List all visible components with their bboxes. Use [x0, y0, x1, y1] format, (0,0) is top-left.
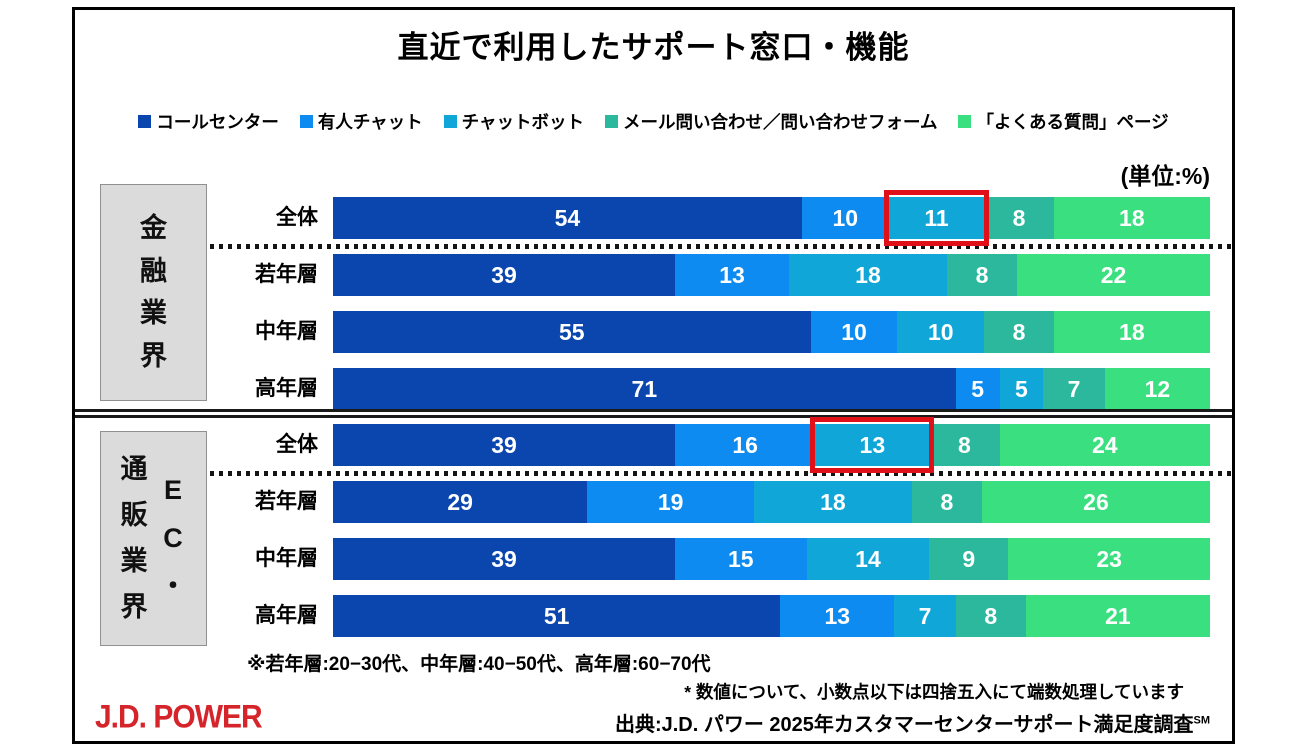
bar-segment: 10 [897, 311, 985, 353]
bar-segment: 55 [333, 311, 811, 353]
highlight-box [810, 417, 935, 473]
bar-segment: 54 [333, 197, 802, 239]
bar-segment: 8 [984, 311, 1054, 353]
legend-label: メール問い合わせ／問い合わせフォーム [623, 112, 938, 132]
stacked-bar: 39 16 13 8 24 [333, 424, 1210, 466]
legend-swatch-icon [443, 115, 457, 128]
bar-segment: 13 [815, 424, 930, 466]
bar-segment: 21 [1025, 595, 1210, 637]
rounding-note: * 数値について、小数点以下は四捨五入にて端数処理しています [684, 682, 1184, 702]
bar-segment: 18 [1053, 197, 1210, 239]
bar-row: 全体 54 10 11 8 18 [75, 190, 1210, 246]
bar-segment: 8 [955, 595, 1026, 637]
bar-segment: 29 [333, 481, 588, 523]
group-divider [75, 409, 1232, 418]
row-label: 中年層 [255, 547, 318, 570]
bar-segment: 5 [955, 368, 1000, 410]
group-label-box: 金融業界 [100, 184, 207, 401]
legend-label: 「よくある質問」ページ [976, 112, 1169, 132]
legend-swatch-icon [605, 115, 618, 128]
bar-segment: 16 [675, 424, 816, 466]
legend-label: チャットボット [461, 112, 584, 132]
row-label: 全体 [276, 433, 318, 456]
bar-segment: 22 [1017, 254, 1210, 296]
legend-swatch-icon [138, 115, 152, 128]
dotted-divider [210, 471, 1232, 476]
highlight-box [883, 190, 990, 246]
stacked-bar: 54 10 11 8 18 [333, 197, 1210, 239]
bar-segment: 7 [894, 595, 956, 637]
legend-item: チャットボット [443, 109, 584, 134]
bar-row: 中年層 39 15 14 9 23 [75, 538, 1210, 580]
stacked-bar: 51 13 7 8 21 [333, 595, 1210, 637]
service-mark: SM [1193, 714, 1211, 727]
bar-row: 全体 39 16 13 8 24 [75, 417, 1210, 473]
bar-row: 高年層 71 5 5 7 12 [75, 368, 1210, 410]
bar-segment: 39 [333, 424, 676, 466]
bar-segment: 23 [1008, 538, 1210, 580]
source-note: 出典:J.D. パワー 2025年カスタマーセンターサポート満足度調査SM [615, 708, 1210, 737]
legend-item: 有人チャット [299, 109, 423, 134]
group-label-column: E C ・ [159, 474, 187, 602]
source-text: 出典:J.D. パワー 2025年カスタマーセンターサポート満足度調査 [614, 714, 1194, 736]
bar-row: 若年層 39 13 18 8 22 [75, 254, 1210, 296]
bar-segment: 13 [675, 254, 790, 296]
legend-swatch-icon [958, 115, 972, 128]
bar-segment: 12 [1104, 368, 1210, 410]
bar-segment: 51 [333, 595, 781, 637]
bar-segment: 18 [789, 254, 947, 296]
row-label: 全体 [276, 206, 318, 229]
row-label: 高年層 [255, 604, 318, 627]
group-label-column: 金融業界 [140, 212, 167, 372]
bar-segment: 15 [675, 538, 807, 580]
bar-segment: 13 [780, 595, 895, 637]
chart-title: 直近で利用したサポート窓口・機能 [397, 30, 910, 65]
bar-segment: 39 [333, 538, 676, 580]
stacked-bar: 71 5 5 7 12 [333, 368, 1210, 410]
chart-frame: 直近で利用したサポート窓口・機能 コールセンター 有人チャット チャットボット メール… [72, 7, 1235, 744]
bar-segment: 26 [981, 481, 1210, 523]
bar-segment: 18 [753, 481, 912, 523]
bar-segment: 14 [806, 538, 930, 580]
stacked-bar: 55 10 10 8 18 [333, 311, 1210, 353]
bar-segment: 8 [946, 254, 1018, 296]
bar-segment: 24 [999, 424, 1210, 466]
bar-segment: 8 [911, 481, 982, 523]
legend-label: 有人チャット [317, 112, 423, 132]
row-label: 若年層 [255, 490, 318, 513]
bar-segment: 18 [1053, 311, 1210, 353]
legend-label: コールセンター [156, 112, 279, 132]
bar-segment: 7 [1043, 368, 1105, 410]
bar-segment: 11 [888, 197, 985, 239]
row-label: 中年層 [255, 320, 318, 343]
stacked-bar: 29 19 18 8 26 [333, 481, 1210, 523]
bar-segment: 19 [587, 481, 754, 523]
bar-row: 中年層 55 10 10 8 18 [75, 311, 1210, 353]
bar-row: 若年層 29 19 18 8 26 [75, 481, 1210, 523]
dotted-divider [210, 244, 1232, 249]
legend-swatch-icon [299, 115, 313, 128]
bar-segment: 71 [333, 368, 956, 410]
bar-segment: 9 [929, 538, 1009, 580]
bar-segment: 39 [333, 254, 676, 296]
legend-item: コールセンター [138, 109, 279, 134]
row-label: 若年層 [255, 263, 318, 286]
row-label: 高年層 [255, 377, 318, 400]
legend-item: 「よくある質問」ページ [958, 109, 1169, 134]
unit-label: (単位:%) [1120, 163, 1210, 189]
legend-item: メール問い合わせ／問い合わせフォーム [605, 109, 937, 134]
group-label-box: E C ・通販業界 [100, 431, 207, 646]
stacked-bar: 39 15 14 9 23 [333, 538, 1210, 580]
group-label-column: 通販業界 [120, 453, 148, 623]
bar-segment: 5 [999, 368, 1044, 410]
bar-segment: 8 [929, 424, 1000, 466]
jdpower-logo: J.D. POWER [95, 699, 263, 736]
age-note: ※若年層:20−30代、中年層:40−50代、高年層:60−70代 [247, 654, 711, 675]
bar-segment: 10 [810, 311, 898, 353]
bar-row: 高年層 51 13 7 8 21 [75, 595, 1210, 637]
stacked-bar: 39 13 18 8 22 [333, 254, 1210, 296]
bar-segment: 8 [984, 197, 1054, 239]
bar-segment: 10 [801, 197, 889, 239]
legend: コールセンター 有人チャット チャットボット メール問い合わせ／問い合わせフォーム 「よ… [75, 109, 1232, 134]
